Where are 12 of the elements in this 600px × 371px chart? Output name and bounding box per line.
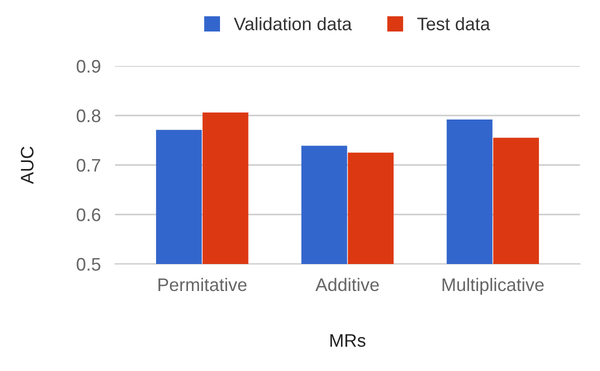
y-tick-label: 0.6 [76, 208, 100, 222]
y-tick-label: 0.8 [76, 109, 100, 122]
legend-label: Validation data [234, 17, 352, 30]
y-tick-label: 0.9 [76, 60, 100, 73]
x-tick-label: Additive [315, 278, 379, 292]
x-tick-label: Permitative [158, 278, 247, 292]
x-tick-label: Multiplicative [442, 278, 544, 295]
y-tick-label: 0.5 [76, 258, 100, 271]
x-axis-title: MRs [330, 334, 366, 347]
y-axis-title: AUC [20, 146, 34, 184]
legend-label: Test data [417, 17, 490, 30]
y-tick-label: 0.7 [76, 158, 100, 172]
